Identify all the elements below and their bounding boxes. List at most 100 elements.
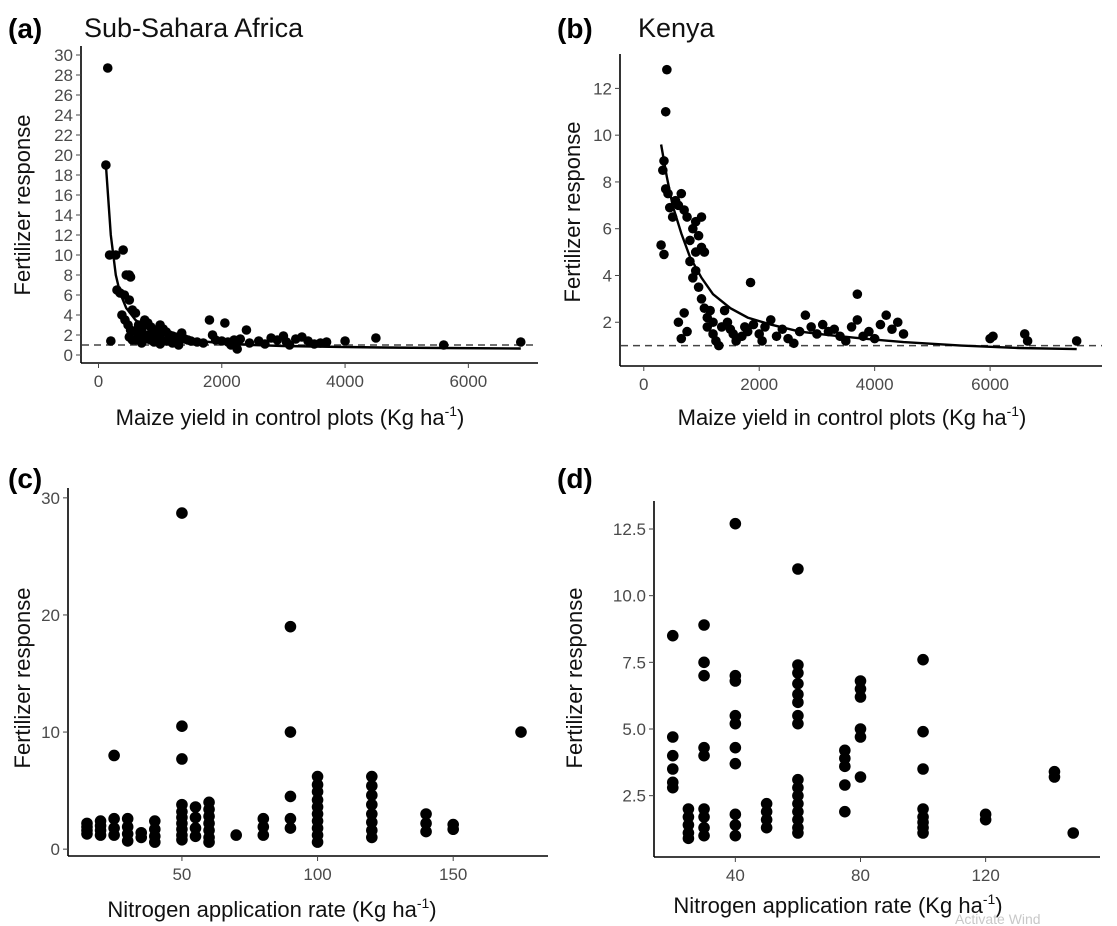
scatter-point — [699, 247, 710, 257]
panel-d: (d) Fertilizer response Nitrogen applica… — [557, 463, 1100, 918]
scatter-point — [515, 726, 527, 738]
scatter-point — [839, 760, 851, 773]
scatter-point — [420, 817, 432, 830]
y-tick-label: 24 — [54, 106, 73, 125]
panel-b: (b) Kenya Fertilizer response Maize yiel… — [557, 13, 1102, 430]
scatter-point — [817, 319, 828, 330]
scatter-point — [232, 344, 242, 354]
scatter-point — [1048, 771, 1061, 783]
y-tick-label: 10 — [54, 246, 73, 265]
scatter-point — [203, 836, 215, 848]
y-tick-label: 8 — [603, 173, 612, 192]
y-tick-label: 12 — [54, 226, 73, 245]
y-tick-label: 30 — [41, 489, 60, 508]
scatter-point — [371, 333, 381, 343]
scatter-point — [729, 829, 742, 842]
scatter-point — [149, 836, 161, 848]
y-tick-label: 10 — [41, 723, 60, 742]
scatter-point — [792, 563, 804, 575]
scatter-point — [705, 305, 715, 316]
scatter-point — [366, 808, 378, 820]
scatter-point — [690, 247, 701, 257]
scatter-point — [666, 629, 679, 642]
scatter-point — [682, 811, 695, 823]
scatter-point — [898, 329, 909, 339]
scatter-point — [149, 815, 161, 827]
scatter-point — [792, 789, 804, 802]
panel-c-y-axis-label: Fertilizer response — [10, 588, 35, 769]
scatter-point — [284, 812, 297, 825]
scatter-point — [682, 212, 692, 222]
panel-d-x-axis-label: Nitrogen application rate (Kg ha-1) — [673, 891, 1002, 918]
scatter-point — [792, 781, 804, 794]
scatter-point — [321, 337, 332, 347]
scatter-point — [760, 813, 773, 826]
x-tick-label: 120 — [971, 866, 999, 885]
scatter-point — [682, 326, 692, 337]
y-tick-label: 14 — [54, 206, 73, 225]
scatter-point — [729, 808, 742, 821]
scatter-point — [854, 723, 867, 735]
x-tick-label: 40 — [726, 866, 745, 885]
scatter-point — [792, 688, 804, 701]
scatter-point — [198, 338, 209, 348]
x-tick-label: 0 — [639, 375, 648, 394]
scatter-point — [757, 336, 767, 346]
x-tick-label: 6000 — [449, 372, 487, 391]
y-tick-label: 16 — [54, 186, 73, 205]
scatter-point — [102, 63, 113, 73]
scatter-point — [257, 829, 270, 841]
scatter-point — [729, 517, 742, 530]
scatter-point — [854, 683, 867, 695]
scatter-point — [1071, 336, 1082, 346]
scatter-point — [792, 827, 804, 839]
y-tick-label: 0 — [51, 840, 60, 859]
scatter-point — [366, 789, 378, 802]
scatter-point — [806, 322, 816, 332]
scatter-point — [979, 813, 992, 826]
scatter-point — [284, 620, 297, 633]
scatter-point — [698, 749, 710, 762]
scatter-point — [81, 817, 93, 830]
scatter-point — [189, 811, 202, 824]
scatter-point — [108, 812, 120, 825]
scatter-point — [760, 805, 773, 818]
scatter-point — [693, 230, 704, 241]
scatter-point — [760, 797, 773, 810]
scatter-point — [311, 836, 324, 848]
y-tick-label: 30 — [54, 46, 73, 65]
scatter-point — [729, 757, 742, 770]
scatter-point — [125, 272, 136, 282]
scatter-point — [771, 331, 782, 342]
scatter-point — [682, 832, 695, 845]
scatter-point — [152, 336, 162, 346]
scatter-point — [760, 821, 773, 834]
scatter-point — [892, 317, 903, 328]
scatter-point — [696, 294, 707, 304]
panel-c: (c) Fertilizer response Nitrogen applica… — [8, 463, 548, 922]
scatter-point — [840, 336, 851, 346]
scatter-point — [852, 289, 863, 299]
scatter-point — [420, 825, 432, 838]
scatter-point — [366, 831, 378, 844]
y-tick-label: 26 — [54, 86, 73, 105]
scatter-point — [698, 803, 710, 815]
scatter-point — [682, 803, 695, 815]
scatter-point — [189, 822, 202, 834]
x-tick-label: 0 — [94, 372, 103, 391]
scatter-point — [688, 273, 698, 283]
scatter-point — [917, 827, 929, 839]
scatter-point — [679, 308, 689, 318]
scatter-point — [714, 340, 724, 351]
scatter-point — [839, 805, 851, 818]
scatter-point — [656, 240, 666, 250]
scatter-point — [235, 334, 246, 344]
scatter-point — [135, 831, 148, 844]
scatter-point — [917, 653, 929, 666]
fitted-curve — [659, 144, 1077, 351]
scatter-point — [846, 322, 857, 332]
y-tick-label: 2 — [603, 313, 612, 332]
scatter-point — [244, 338, 255, 348]
scatter-point — [792, 773, 804, 786]
scatter-point — [189, 801, 202, 813]
